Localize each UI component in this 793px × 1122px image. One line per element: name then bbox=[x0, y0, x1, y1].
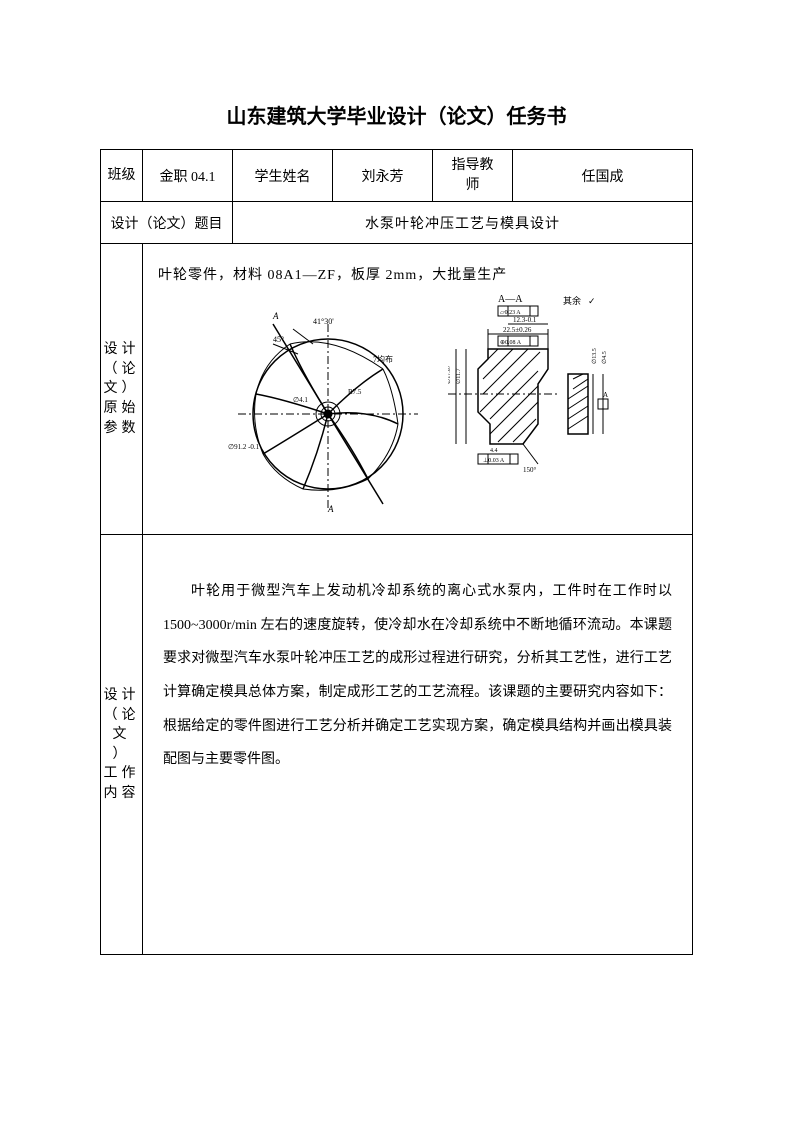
dim11: ∅13.5 bbox=[591, 348, 598, 364]
angle1-label: 41°30' bbox=[313, 317, 334, 326]
axis-a-top: A bbox=[272, 311, 279, 321]
dim7: 4.4 bbox=[490, 448, 498, 454]
dim-top2: 12.3-0.1 bbox=[513, 316, 537, 324]
section-diagram: A—A 22.5±0.26 12.3-0.1 ▱0.23 A ⊕0.08 A ∅… bbox=[448, 294, 618, 514]
tol1: ▱0.23 A bbox=[500, 310, 521, 316]
remainder-label: 其余 bbox=[563, 295, 581, 306]
angle2-label: 45° bbox=[273, 335, 284, 344]
student-label: 学生姓名 bbox=[233, 150, 333, 202]
params-label: 设计 （论 文） 原始 参数 bbox=[101, 244, 143, 535]
params-cell: 叶轮零件，材料 08A1—ZF，板厚 2mm，大批量生产 bbox=[143, 244, 693, 535]
dim-top1: 22.5±0.26 bbox=[503, 326, 532, 334]
dim1-label: ∅91.2 -0.1 bbox=[228, 443, 260, 451]
angle-label: 150° bbox=[523, 466, 537, 474]
teacher-value: 任国成 bbox=[513, 150, 693, 202]
params-text: 叶轮零件，材料 08A1—ZF，板厚 2mm，大批量生产 bbox=[158, 264, 677, 284]
radius-label: R7.5 bbox=[348, 388, 362, 396]
student-value: 刘永芳 bbox=[333, 150, 433, 202]
hole1-label: ∅4.1 bbox=[293, 396, 308, 404]
datum-a: A bbox=[603, 391, 608, 399]
topic-row: 设计（论文）题目 水泵叶轮冲压工艺与模具设计 bbox=[101, 202, 693, 244]
axis-a-bottom: A bbox=[327, 504, 334, 514]
content-text: 叶轮用于微型汽车上发动机冷却系统的离心式水泵内，工件时在工作时以 1500~30… bbox=[163, 575, 672, 777]
topic-value: 水泵叶轮冲压工艺与模具设计 bbox=[233, 202, 693, 244]
tol2: ⊕0.08 A bbox=[500, 340, 522, 346]
page-title: 山东建筑大学毕业设计（论文）任务书 bbox=[100, 100, 693, 129]
topic-label: 设计（论文）题目 bbox=[101, 202, 233, 244]
dim3: ∅17.87 bbox=[448, 365, 452, 384]
section-label: A—A bbox=[498, 294, 523, 305]
content-label: 设计 （论 文 ） 工作 内容 bbox=[101, 535, 143, 955]
task-table: 班级 金职 04.1 学生姓名 刘永芳 指导教师 任国成 设计（论文）题目 水泵… bbox=[100, 149, 693, 955]
content-cell: 叶轮用于微型汽车上发动机冷却系统的离心式水泵内，工件时在工作时以 1500~30… bbox=[143, 535, 693, 955]
class-value: 金职 04.1 bbox=[143, 150, 233, 202]
content-row: 设计 （论 文 ） 工作 内容 叶轮用于微型汽车上发动机冷却系统的离心式水泵内，… bbox=[101, 535, 693, 955]
blade-count: 7均布 bbox=[373, 354, 393, 364]
class-label: 班级 bbox=[101, 150, 143, 202]
check-icon: ✓ bbox=[588, 296, 596, 306]
impeller-diagram: A A 41°30' 45° R7.5 7均布 ∅4.1 ∅91.2 -0.1 bbox=[218, 294, 428, 514]
header-row: 班级 金职 04.1 学生姓名 刘永芳 指导教师 任国成 bbox=[101, 150, 693, 202]
diagram-container: A A 41°30' 45° R7.5 7均布 ∅4.1 ∅91.2 -0.1 bbox=[158, 294, 677, 514]
dim12: ∅4.5 bbox=[601, 351, 608, 364]
params-row: 设计 （论 文） 原始 参数 叶轮零件，材料 08A1—ZF，板厚 2mm，大批… bbox=[101, 244, 693, 535]
tol4: ⊥0.03 A bbox=[483, 457, 505, 464]
teacher-label: 指导教师 bbox=[433, 150, 513, 202]
dim6: ∅11.7 bbox=[455, 369, 462, 385]
